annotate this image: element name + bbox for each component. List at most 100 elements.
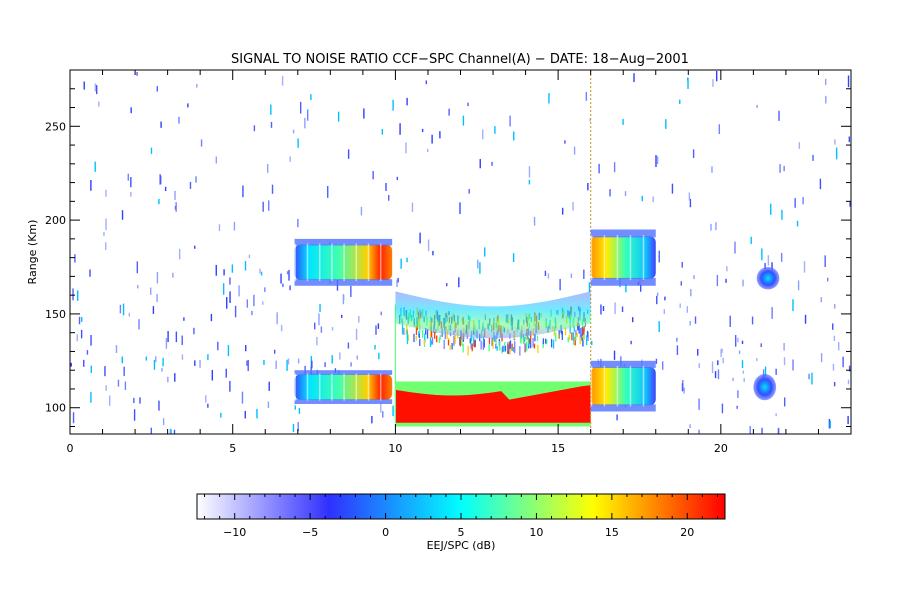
noise-speckle (794, 198, 796, 208)
layer-speckle (438, 337, 441, 343)
noise-speckle (183, 317, 185, 321)
noise-speckle (698, 363, 700, 369)
noise-speckle (750, 236, 752, 244)
noise-speckle (681, 261, 683, 268)
noise-speckle (585, 91, 588, 101)
noise-speckle (439, 131, 441, 139)
noise-speckle (732, 377, 734, 381)
noise-speckle (847, 379, 850, 385)
layer-speckle (533, 343, 536, 349)
noise-speckle (462, 115, 465, 126)
noise-speckle (372, 171, 374, 180)
noise-speckle (178, 248, 181, 260)
noise-speckle (834, 304, 836, 309)
noise-speckle (145, 356, 148, 361)
noise-speckle (234, 305, 237, 318)
layer-speckle (415, 326, 418, 335)
noise-speckle (829, 420, 831, 429)
noise-speckle (698, 429, 700, 434)
noise-speckle (90, 365, 92, 374)
noise-speckle (215, 264, 217, 276)
noise-speckle (819, 178, 822, 190)
noise-speckle (158, 198, 160, 205)
colorbar-tick-label: 10 (529, 526, 543, 539)
noise-speckle (690, 289, 692, 297)
noise-speckle (363, 108, 365, 119)
noise-speckle (693, 275, 695, 280)
noise-speckle (350, 285, 352, 297)
echo-blob-gap (294, 373, 297, 401)
colorbar-label: EEJ/SPC (dB) (427, 539, 496, 552)
noise-speckle (133, 409, 136, 421)
noise-speckle (270, 104, 272, 115)
noise-speckle (194, 245, 196, 249)
noise-speckle (246, 299, 249, 308)
noise-speckle (207, 354, 209, 361)
layer-speckle (574, 336, 576, 346)
echo-blob-gap (590, 365, 593, 407)
layer-speckle (537, 344, 539, 354)
noise-speckle (467, 102, 469, 107)
layer-speckle (407, 334, 409, 341)
layer-speckle (471, 343, 473, 352)
noise-speckle (162, 418, 165, 426)
layer-speckle (572, 332, 575, 341)
noise-speckle (222, 283, 225, 295)
layer-speckle (550, 338, 553, 348)
noise-speckle (848, 365, 851, 372)
noise-speckle (381, 128, 384, 135)
noise-speckle (721, 403, 724, 414)
noise-speckle (347, 149, 350, 159)
echo-region-lower-evening-patch (753, 373, 777, 401)
noise-speckle (340, 314, 343, 318)
noise-speckle (306, 109, 309, 121)
noise-speckle (741, 360, 744, 369)
noise-speckle (421, 128, 424, 133)
noise-speckle (828, 418, 831, 429)
noise-speckle (397, 277, 399, 283)
noise-speckle (512, 253, 515, 263)
noise-speckle (245, 345, 247, 352)
noise-speckle (327, 185, 329, 198)
echo-blob-fringe-bottom (590, 277, 656, 286)
echo-blob-fringe-bottom (294, 399, 393, 404)
noise-speckle (287, 358, 290, 365)
layer-speckle (579, 332, 582, 338)
layer-speckle (552, 339, 555, 349)
echo-region-lower-afternoon-echo (590, 360, 656, 412)
noise-speckle (718, 124, 721, 134)
noise-speckle (337, 111, 340, 122)
layer-speckle (495, 343, 497, 349)
noise-speckle (172, 272, 174, 278)
layer-speckle (446, 330, 448, 339)
noise-speckle (613, 162, 616, 173)
echo-blob-gap (343, 243, 345, 282)
noise-speckle (743, 378, 745, 383)
noise-speckle (729, 315, 731, 327)
layer-speckle (492, 339, 494, 349)
noise-speckle (396, 279, 398, 288)
noise-speckle (324, 362, 326, 367)
chart-title: SIGNAL TO NOISE RATIO CCF−SPC Channel(A)… (231, 52, 689, 67)
noise-speckle (380, 402, 382, 413)
layer-speckle (509, 347, 511, 355)
noise-speckle (600, 304, 602, 315)
layer-speckle (525, 336, 527, 341)
noise-speckle (130, 107, 132, 114)
noise-speckle (411, 202, 414, 213)
layer-speckle (469, 338, 471, 344)
noise-speckle (742, 279, 744, 287)
noise-speckle (572, 201, 574, 211)
layer-speckle (454, 334, 456, 344)
noise-speckle (616, 414, 618, 421)
noise-speckle (320, 326, 323, 333)
noise-speckle (105, 385, 107, 391)
noise-speckle (273, 349, 276, 354)
layer-speckle (527, 333, 529, 340)
noise-speckle (90, 334, 92, 346)
noise-speckle (339, 352, 341, 360)
noise-speckle (94, 83, 97, 92)
noise-speckle (215, 156, 218, 164)
noise-speckle (838, 342, 840, 351)
noise-speckle (721, 348, 723, 353)
